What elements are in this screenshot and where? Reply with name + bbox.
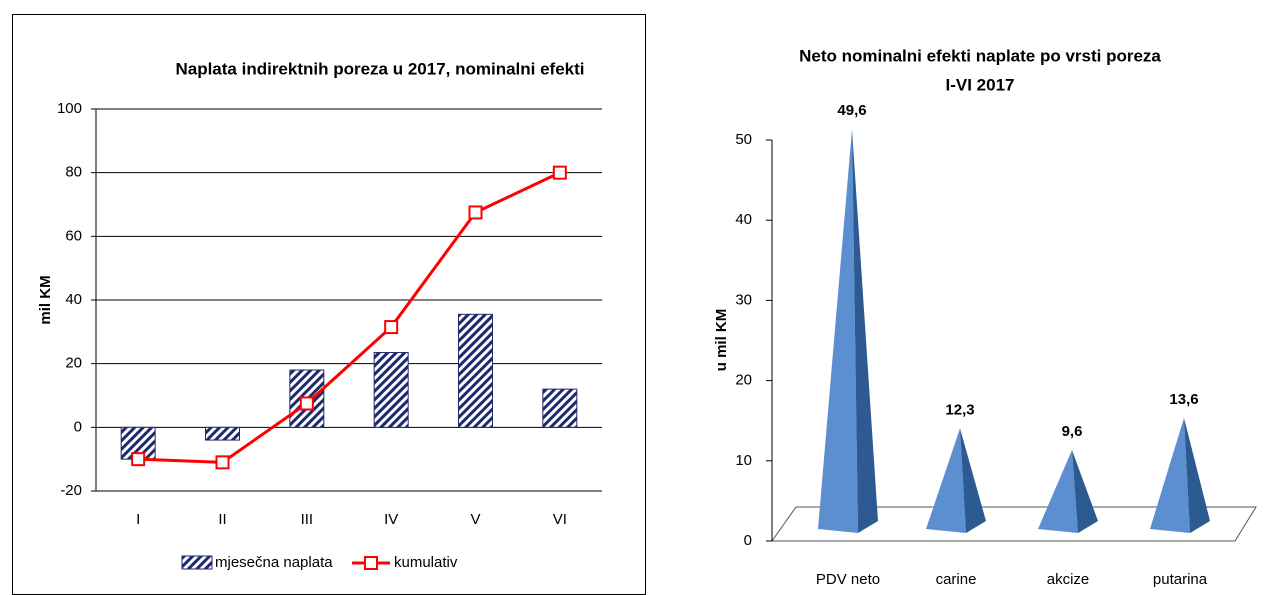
x-tick-label: VI bbox=[553, 511, 567, 528]
chart-title: Neto nominalni efekti naplate po vrsti p… bbox=[799, 46, 1161, 65]
bar bbox=[542, 388, 578, 428]
pyramid-face bbox=[1038, 450, 1078, 533]
value-label: 12,3 bbox=[945, 401, 974, 418]
pyramid-face bbox=[960, 428, 986, 533]
y-tick-label: 20 bbox=[735, 372, 752, 389]
legend-swatch bbox=[364, 556, 378, 570]
y-tick-label: 0 bbox=[74, 418, 82, 435]
line-marker bbox=[384, 320, 399, 335]
line-marker bbox=[131, 452, 146, 467]
y-tick-label: 100 bbox=[57, 100, 82, 117]
line-marker bbox=[299, 396, 314, 411]
x-tick-label: V bbox=[470, 511, 480, 528]
y-tick-label: 80 bbox=[65, 164, 82, 181]
floor bbox=[771, 506, 1257, 542]
x-tick-label: PDV neto bbox=[816, 571, 880, 588]
value-label: 9,6 bbox=[1062, 423, 1083, 440]
y-tick-label: 40 bbox=[735, 211, 752, 228]
bar bbox=[458, 313, 493, 428]
chart-title: I-VI 2017 bbox=[946, 75, 1015, 94]
y-tick-label: 20 bbox=[65, 355, 82, 372]
y-tick-label: 40 bbox=[65, 291, 82, 308]
line-marker bbox=[215, 455, 230, 470]
x-tick-label: putarina bbox=[1153, 571, 1208, 588]
pyramid-face bbox=[1150, 417, 1190, 533]
chart-title: Naplata indirektnih poreza u 2017, nomin… bbox=[175, 59, 584, 78]
y-tick-label: 50 bbox=[735, 131, 752, 148]
pyramid-face bbox=[1072, 450, 1098, 533]
pyramid-face bbox=[1184, 417, 1210, 533]
x-tick-label: IV bbox=[384, 511, 398, 528]
line-marker bbox=[552, 165, 567, 180]
line-marker bbox=[468, 205, 483, 220]
pyramid-face bbox=[926, 428, 966, 533]
pyramid-face bbox=[852, 129, 878, 533]
bar bbox=[205, 426, 240, 441]
x-tick-label: I bbox=[136, 511, 140, 528]
y-tick-label: -20 bbox=[60, 482, 82, 499]
left-panel-border bbox=[12, 14, 646, 595]
value-label: 49,6 bbox=[837, 102, 866, 119]
legend-label: kumulativ bbox=[394, 554, 458, 571]
x-tick-label: akcize bbox=[1047, 571, 1090, 588]
y-axis-label: mil KM bbox=[37, 275, 54, 324]
bar bbox=[373, 352, 409, 428]
legend-swatch bbox=[181, 555, 213, 570]
value-label: 13,6 bbox=[1169, 391, 1198, 408]
line bbox=[138, 171, 561, 464]
x-tick-label: carine bbox=[936, 571, 977, 588]
y-tick-label: 30 bbox=[735, 291, 752, 308]
x-tick-label: III bbox=[301, 511, 314, 528]
y-tick-label: 0 bbox=[744, 532, 752, 549]
y-axis-label: u mil KM bbox=[713, 309, 730, 372]
legend-label: mjesečna naplata bbox=[215, 554, 333, 571]
y-tick-label: 10 bbox=[735, 452, 752, 469]
x-tick-label: II bbox=[218, 511, 226, 528]
pyramid-face bbox=[818, 129, 858, 533]
y-tick-label: 60 bbox=[65, 227, 82, 244]
